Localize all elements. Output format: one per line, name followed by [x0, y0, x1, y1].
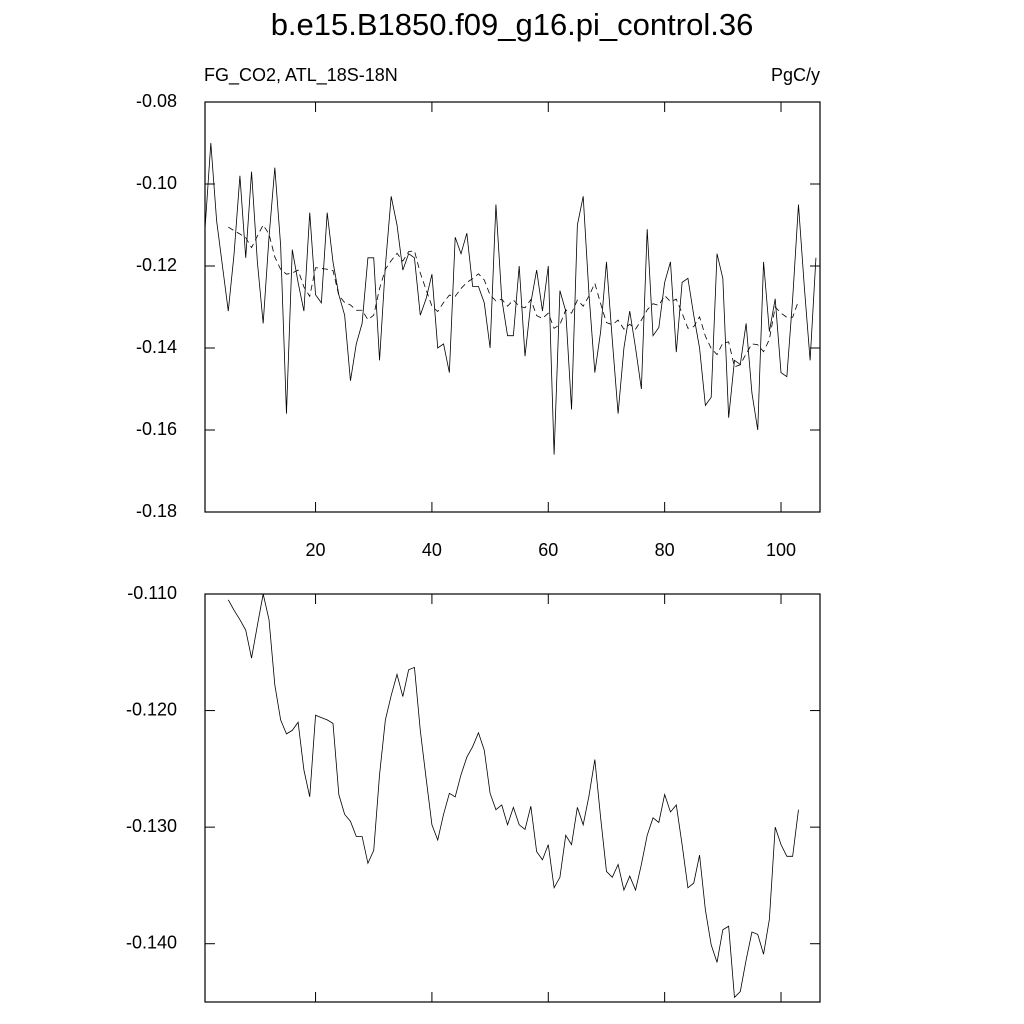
- data-line: [227, 593, 799, 999]
- x-tick-label: 40: [422, 540, 442, 560]
- x-tick-label: 60: [538, 540, 558, 560]
- y-tick-label: -0.120: [126, 699, 177, 719]
- data-line: [204, 142, 817, 455]
- x-tick-label: 100: [766, 540, 796, 560]
- data-line: [228, 224, 799, 368]
- chart-title: b.e15.B1850.f09_g16.pi_control.36: [271, 7, 754, 42]
- plot-frame: [204, 101, 821, 513]
- y-tick-label: -0.16: [136, 419, 177, 439]
- y-tick-label: -0.12: [136, 255, 177, 275]
- y-tick-label: -0.18: [136, 501, 177, 521]
- y-tick-label: -0.130: [126, 816, 177, 836]
- subtitle-right: PgC/y: [771, 65, 820, 85]
- y-tick-label: -0.08: [136, 91, 177, 111]
- y-tick-label: -0.10: [136, 173, 177, 193]
- y-tick-label: -0.140: [126, 932, 177, 952]
- y-tick-label: -0.14: [136, 337, 177, 357]
- subtitle-left: FG_CO2, ATL_18S-18N: [204, 65, 398, 86]
- y-tick-label: -0.110: [127, 583, 177, 603]
- plot-frame: [204, 593, 821, 1003]
- x-tick-label: 20: [306, 540, 326, 560]
- x-tick-label: 80: [655, 540, 675, 560]
